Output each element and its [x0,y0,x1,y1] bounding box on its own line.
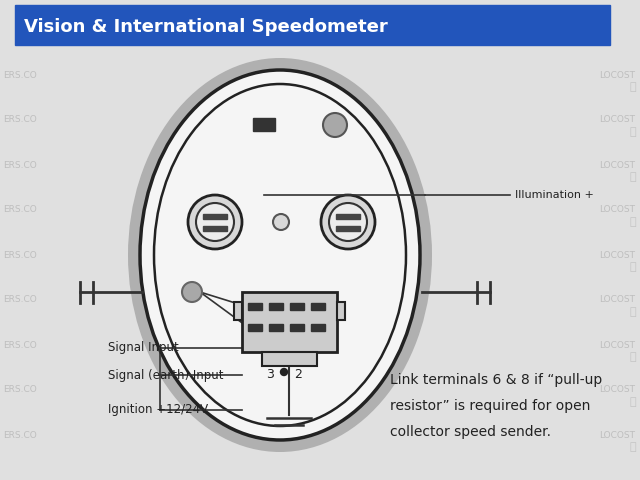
Text: LOCOST: LOCOST [599,431,635,440]
Bar [262,352,317,366]
Text: ⛰: ⛰ [630,397,636,407]
Bar [15,5,610,45]
Ellipse shape [128,58,432,452]
Text: LOCOST: LOCOST [599,160,635,169]
Text: ⛰: ⛰ [630,172,636,182]
Text: ⛰: ⛰ [630,262,636,272]
Text: ERS.CO: ERS.CO [3,71,37,80]
Bar [203,214,227,218]
Text: ⛰: ⛰ [630,352,636,362]
Text: ⛰: ⛰ [630,442,636,452]
Text: LOCOST: LOCOST [599,205,635,215]
Text: LOCOST: LOCOST [599,385,635,395]
Bar [269,303,283,310]
Bar [336,226,360,230]
Text: collector speed sender.: collector speed sender. [390,425,551,439]
Text: ⛰: ⛰ [630,217,636,227]
Text: LOCOST: LOCOST [599,296,635,304]
Text: 2: 2 [294,368,302,381]
Text: LOCOST: LOCOST [599,340,635,349]
Text: LOCOST: LOCOST [599,251,635,260]
Circle shape [182,282,202,302]
Text: Signal Input: Signal Input [108,341,179,355]
Text: ERS.CO: ERS.CO [3,251,37,260]
Bar [248,324,262,331]
Ellipse shape [140,70,420,440]
Text: LOCOST: LOCOST [599,116,635,124]
Text: ERS.CO: ERS.CO [3,385,37,395]
Text: Ignition +12/24V: Ignition +12/24V [108,404,208,417]
Text: 3: 3 [266,368,274,381]
Bar [311,324,325,331]
Circle shape [323,113,347,137]
Text: ⛰: ⛰ [630,82,636,92]
Text: ⛰: ⛰ [630,127,636,137]
Text: ERS.CO: ERS.CO [3,116,37,124]
Circle shape [188,195,242,249]
Text: Illumination +: Illumination + [515,190,594,200]
Bar [336,214,360,218]
Bar [311,303,325,310]
Text: ERS.CO: ERS.CO [3,205,37,215]
Circle shape [321,195,375,249]
Bar [253,118,275,131]
Text: Link terminals 6 & 8 if “pull-up: Link terminals 6 & 8 if “pull-up [390,373,602,387]
Text: ERS.CO: ERS.CO [3,160,37,169]
Text: ⛰: ⛰ [630,307,636,317]
Circle shape [280,369,287,375]
Bar [248,303,262,310]
Bar [234,302,242,320]
Bar [290,324,304,331]
Text: ERS.CO: ERS.CO [3,296,37,304]
Circle shape [273,214,289,230]
Text: ERS.CO: ERS.CO [3,340,37,349]
Text: Vision & International Speedometer: Vision & International Speedometer [24,18,388,36]
Bar [242,292,337,352]
Text: ERS.CO: ERS.CO [3,431,37,440]
Text: resistor” is required for open: resistor” is required for open [390,399,590,413]
Text: Signal (earth) Input: Signal (earth) Input [108,369,223,382]
Circle shape [329,203,367,241]
Bar [269,324,283,331]
Bar [337,302,345,320]
Bar [290,303,304,310]
Text: LOCOST: LOCOST [599,71,635,80]
Circle shape [196,203,234,241]
Bar [203,226,227,230]
